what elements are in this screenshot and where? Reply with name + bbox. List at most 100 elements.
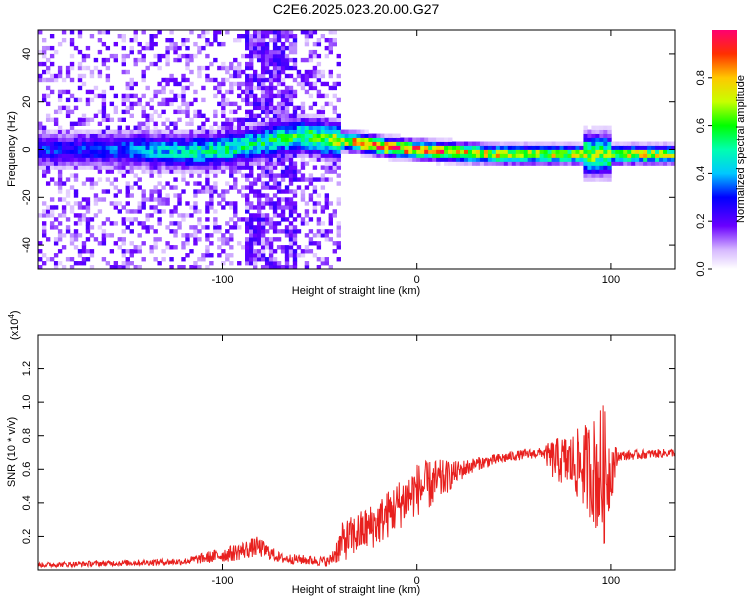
heatmap-cell: [284, 101, 290, 107]
heatmap-cell: [69, 129, 75, 134]
heatmap-cell: [312, 73, 318, 79]
heatmap-cell: [153, 189, 158, 194]
heatmap-cell: [205, 209, 210, 214]
heatmap-cell: [563, 161, 568, 166]
heatmap-cell: [603, 165, 608, 170]
heatmap-cell: [288, 209, 294, 214]
heatmap-cell: [599, 137, 604, 142]
heatmap-cell: [73, 245, 79, 250]
heatmap-cell: [201, 257, 206, 262]
heatmap-cell: [272, 57, 278, 63]
heatmap-cell: [165, 45, 170, 51]
heatmap-cell: [436, 141, 441, 146]
heatmap-cell: [420, 149, 425, 154]
heatmap-cell: [264, 197, 270, 202]
heatmap-cell: [276, 201, 282, 206]
heatmap-cell: [316, 109, 322, 115]
heatmap-cell: [276, 189, 282, 194]
heatmap-cell: [328, 217, 334, 222]
heatmap-cell: [256, 101, 262, 107]
heatmap-cell: [396, 141, 401, 146]
heatmap-cell: [276, 37, 282, 43]
heatmap-cell: [368, 133, 373, 138]
heatmap-cell: [157, 113, 162, 119]
heatmap-cell: [288, 241, 294, 246]
heatmap-cell: [332, 241, 337, 246]
heatmap-cell: [308, 177, 314, 182]
heatmap-cell: [161, 77, 166, 83]
heatmap-cell: [272, 133, 278, 138]
heatmap-cell: [372, 145, 377, 150]
heatmap-cell: [583, 129, 588, 134]
heatmap-cell: [256, 201, 262, 206]
heatmap-cell: [165, 125, 170, 130]
heatmap-cell: [185, 113, 190, 119]
heatmap-cell: [221, 249, 226, 254]
heatmap-cell: [125, 257, 130, 262]
heatmap-cell: [113, 157, 119, 162]
heatmap-cell: [245, 45, 250, 51]
heatmap-cell: [157, 133, 162, 138]
heatmap-cell: [332, 137, 337, 142]
heatmap-cell: [288, 141, 294, 146]
heatmap-cell: [61, 165, 67, 170]
heatmap-cell: [89, 149, 95, 154]
heatmap-cell: [101, 133, 107, 138]
heatmap-cell: [483, 149, 489, 154]
heatmap-cell: [101, 153, 107, 158]
heatmap-cell: [205, 141, 210, 146]
heatmap-cell: [328, 213, 334, 218]
heatmap-cell: [336, 229, 341, 234]
heatmap-cell: [264, 213, 270, 218]
heatmap-cell: [161, 53, 166, 59]
heatmap-cell: [101, 233, 107, 238]
heatmap-cell: [201, 33, 206, 39]
heatmap-cell: [264, 201, 270, 206]
heatmap-cell: [260, 145, 266, 150]
heatmap-cell: [591, 137, 596, 142]
heatmap-cell: [639, 157, 644, 162]
heatmap-cell: [272, 149, 278, 154]
heatmap-cell: [245, 53, 250, 59]
heatmap-cell: [129, 217, 134, 222]
heatmap-cell: [667, 149, 672, 154]
heatmap-cell: [647, 153, 652, 158]
heatmap-cell: [404, 137, 409, 142]
heatmap-cell: [241, 245, 246, 250]
heatmap-cell: [233, 185, 238, 190]
heatmap-cell: [256, 85, 262, 91]
heatmap-cell: [185, 101, 190, 107]
heatmap-cell: [599, 169, 604, 174]
heatmap-cell: [249, 37, 254, 43]
heatmap-cell: [53, 217, 59, 222]
heatmap-cell: [260, 117, 266, 123]
heatmap-cell: [177, 201, 182, 206]
heatmap-cell: [320, 133, 326, 138]
heatmap-cell: [225, 97, 230, 103]
heatmap-cell: [260, 93, 266, 99]
heatmap-cell: [217, 245, 222, 250]
heatmap-cell: [137, 125, 142, 130]
heatmap-cell: [284, 45, 290, 51]
heatmap-cell: [336, 73, 341, 79]
heatmap-cell: [276, 93, 282, 99]
heatmap-cell: [627, 141, 632, 146]
heatmap-cell: [579, 161, 584, 166]
heatmap-cell: [276, 133, 282, 138]
heatmap-cell: [376, 137, 381, 142]
heatmap-cell: [260, 201, 266, 206]
heatmap-cell: [85, 141, 91, 146]
heatmap-cell: [45, 93, 51, 99]
heatmap-cell: [567, 161, 572, 166]
heatmap-cell: [229, 157, 234, 162]
heatmap-cell: [280, 157, 286, 162]
heatmap-cell: [85, 89, 91, 95]
heatmap-cell: [272, 161, 278, 166]
heatmap-cell: [145, 161, 150, 166]
heatmap-cell: [328, 133, 334, 138]
heatmap-cell: [85, 249, 91, 254]
heatmap-cell: [245, 245, 250, 250]
heatmap-cell: [109, 233, 115, 238]
heatmap-cell: [38, 153, 43, 158]
heatmap-cell: [57, 137, 63, 142]
